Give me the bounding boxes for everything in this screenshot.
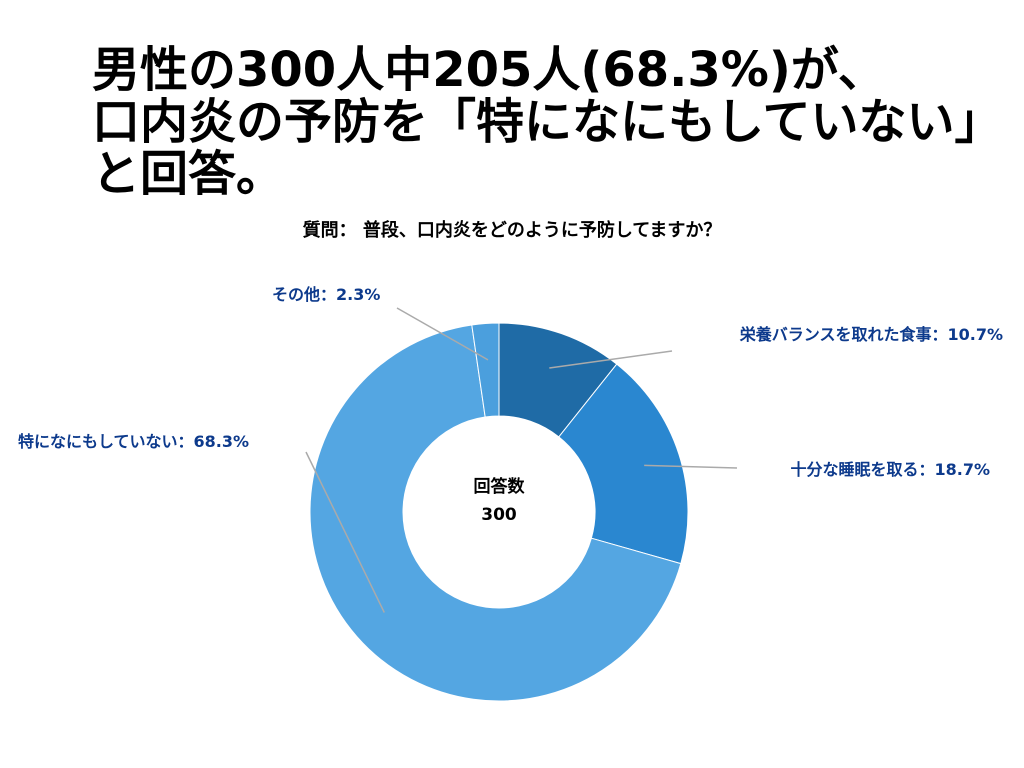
slice-2 — [558, 363, 689, 565]
leader-line-1 — [549, 350, 673, 369]
center-label: 回答数 — [474, 476, 526, 497]
headline-line-3: と回答。 — [92, 146, 285, 202]
leader-line-2 — [644, 464, 738, 469]
slice-label-2: 十分な睡眠を取る：18.7% — [790, 460, 990, 479]
headline: 男性の300人中205人(68.3%)が、 口内炎の予防を「特になにもしていない… — [92, 42, 1003, 202]
leader-line-3 — [305, 451, 385, 613]
slice-3 — [309, 324, 682, 702]
slice-4 — [471, 322, 500, 418]
headline-line-2: 口内炎の予防を「特になにもしていない」 — [92, 94, 1003, 150]
slice-label-4: その他：2.3% — [272, 285, 380, 304]
headline-line-1: 男性の300人中205人(68.3%)が、 — [92, 42, 886, 98]
slices-layer — [309, 322, 689, 702]
center-value: 300 — [481, 505, 517, 525]
slice-labels-layer: 栄養バランスを取れた食事：10.7% 十分な睡眠を取る：18.7% 特になにもしてい… — [18, 285, 1003, 479]
leader-line-4 — [396, 307, 489, 361]
chart-title: 質問： 普段、口内炎をどのように予防してますか？ — [302, 220, 722, 241]
slice-label-3: 特になにもしていない：68.3% — [18, 432, 249, 451]
slice-label-1: 栄養バランスを取れた食事：10.7% — [739, 325, 1003, 344]
leader-lines-layer — [305, 307, 738, 613]
